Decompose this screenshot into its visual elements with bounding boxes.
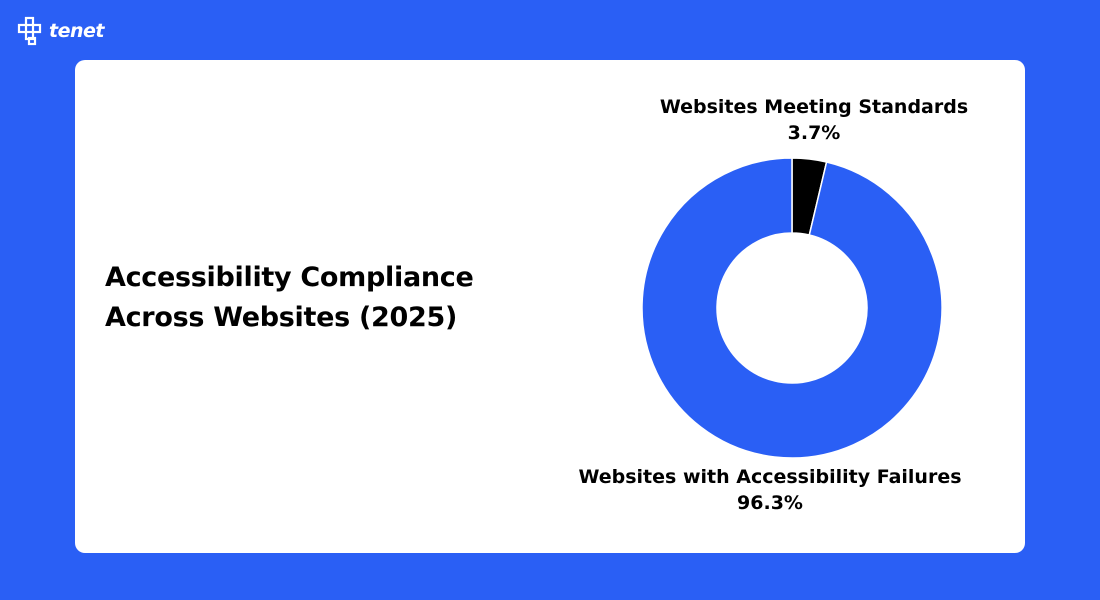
tenet-logo: tenet [15, 16, 104, 46]
chart-title: Accessibility Compliance Across Websites… [105, 258, 474, 338]
title-line-2: Across Websites (2025) [105, 302, 458, 333]
label-meeting: Websites Meeting Standards 3.7% [614, 94, 1014, 146]
label-meeting-name: Websites Meeting Standards [659, 96, 969, 118]
label-meeting-value: 3.7% [787, 122, 841, 144]
logo-icon [17, 16, 42, 46]
title-line-1: Accessibility Compliance [105, 262, 474, 293]
label-failures-name: Websites with Accessibility Failures [578, 466, 962, 488]
slice-websites-with-accessibility-failures [641, 157, 943, 459]
logo-text: tenet [49, 20, 104, 42]
label-failures: Websites with Accessibility Failures 96.… [520, 464, 1020, 516]
label-failures-value: 96.3% [737, 492, 803, 514]
